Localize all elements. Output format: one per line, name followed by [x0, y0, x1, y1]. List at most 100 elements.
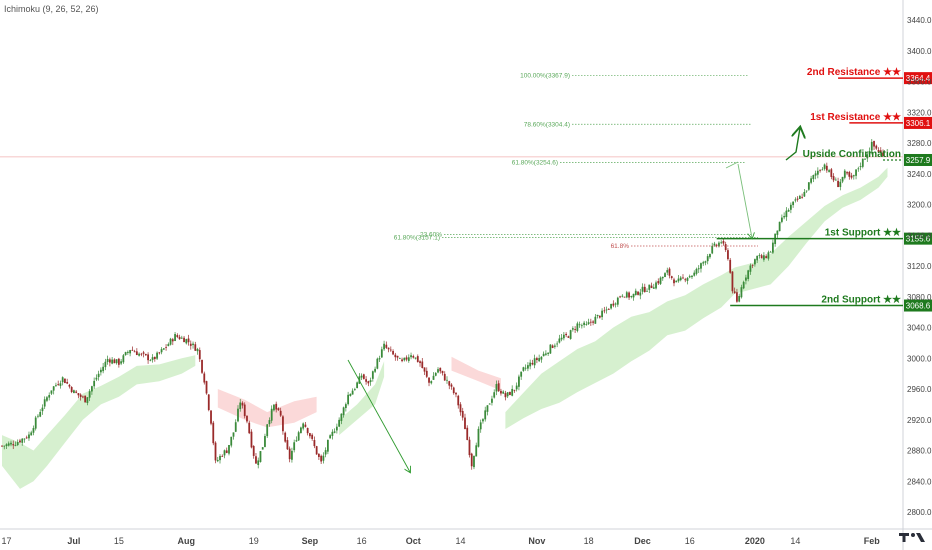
x-tick-label: 17 [1, 536, 11, 546]
candle-body [792, 201, 795, 206]
candle-body [592, 321, 594, 323]
candle-body [455, 392, 457, 395]
candle-body [185, 339, 188, 344]
candle-body [580, 325, 583, 327]
candle-body [239, 402, 242, 410]
cloud-bear [217, 389, 317, 428]
candle-body [466, 427, 469, 440]
candle-body [803, 191, 806, 197]
candle-body [632, 293, 635, 298]
candle-body [495, 384, 498, 392]
candle-body [10, 442, 12, 445]
candle-body [3, 445, 6, 447]
key-levels: 2nd Resistance ★★ 3364.4 1st Resistance ★★… [716, 67, 932, 312]
candle-body [819, 169, 821, 171]
price-axis[interactable]: 3440.0 3400.0 3360.0 3320.0 3280.0 3240.0 3200… [907, 16, 932, 517]
candle-body [23, 438, 26, 440]
candle-body [223, 450, 226, 456]
price-tag-text: 3364.4 [906, 74, 931, 83]
candle-body [21, 438, 24, 443]
candle-body [331, 431, 334, 436]
candle-body [652, 287, 655, 289]
candle-body [70, 387, 73, 392]
candle-body [745, 277, 747, 281]
candle-body [43, 399, 46, 407]
candle-body [189, 343, 192, 346]
price-tag [904, 232, 932, 245]
candle-body [196, 348, 199, 352]
candle-body [583, 322, 586, 325]
y-tick-label: 3040.0 [907, 324, 932, 333]
candle-body [356, 382, 359, 388]
candle-body [864, 158, 866, 160]
candle-body [448, 381, 451, 386]
candle-body [491, 398, 493, 403]
candle-body [66, 382, 69, 384]
x-tick-label: Feb [864, 536, 881, 546]
candle-body [861, 158, 864, 167]
candle-body [243, 404, 246, 417]
fib-label: 61.8% [611, 243, 630, 250]
candle-body [416, 356, 419, 362]
candle-body [48, 395, 51, 398]
candle-body [686, 278, 689, 281]
x-tick-label: Dec [634, 536, 651, 546]
candle-body [237, 408, 239, 422]
candle-body [171, 339, 174, 342]
candle-body [691, 275, 693, 278]
indicator-label[interactable]: Ichimoku (9, 26, 52, 26) [4, 4, 99, 14]
candle-body [479, 422, 482, 430]
candle-body [473, 455, 475, 468]
candle-body [843, 170, 846, 178]
candle-body [839, 181, 842, 187]
candle-body [353, 389, 356, 390]
candle-body [601, 310, 603, 318]
candle-body [158, 352, 161, 354]
candle-body [576, 323, 579, 331]
x-tick-label: 18 [584, 536, 594, 546]
candle-body [313, 440, 316, 447]
candle-body [655, 282, 657, 289]
candle-body [111, 359, 114, 364]
x-tick-label: 15 [114, 536, 124, 546]
candle-body [578, 324, 581, 326]
candle-body [513, 389, 516, 391]
candle-body [722, 241, 725, 244]
time-axis[interactable]: 17 Jul 15 Aug 19 Sep 16 Oct 14 Nov 18 Dec 16 2020 14 Fe… [1, 536, 880, 546]
candle-body [664, 273, 666, 278]
candle-body [605, 309, 608, 311]
cloud-bull [2, 355, 196, 489]
candle-body [571, 328, 574, 330]
candle-body [315, 446, 318, 455]
y-tick-label: 2880.0 [907, 447, 932, 456]
candle-body [648, 284, 651, 290]
candle-body [457, 395, 460, 406]
fibonacci-levels: 100.00%(3367.9) 78.60%(3304.4) 61.80%(3254… [394, 73, 758, 250]
candle-body [625, 292, 628, 298]
candle-body [771, 242, 774, 253]
candle-body [95, 377, 98, 380]
candle-body [493, 392, 496, 398]
candle-body [135, 351, 138, 356]
y-tick-label: 3400.0 [907, 47, 932, 56]
candle-body [857, 168, 860, 170]
candle-body [192, 343, 194, 346]
candle-body [477, 428, 480, 447]
cloud-bear [451, 356, 501, 391]
candle-body [870, 141, 873, 151]
candle-body [587, 322, 590, 325]
candle-body [659, 277, 662, 284]
candle-body [520, 371, 523, 377]
candle-body [255, 456, 257, 464]
candle-body [275, 403, 278, 410]
candle-body [77, 393, 80, 396]
level-label: 1st Resistance ★★ [810, 112, 901, 123]
candle-body [569, 330, 572, 339]
candle-body [174, 334, 176, 341]
candle-body [407, 357, 410, 361]
y-tick-label: 3120.0 [907, 262, 932, 271]
candle-body [108, 359, 111, 363]
candle-body [443, 373, 446, 381]
